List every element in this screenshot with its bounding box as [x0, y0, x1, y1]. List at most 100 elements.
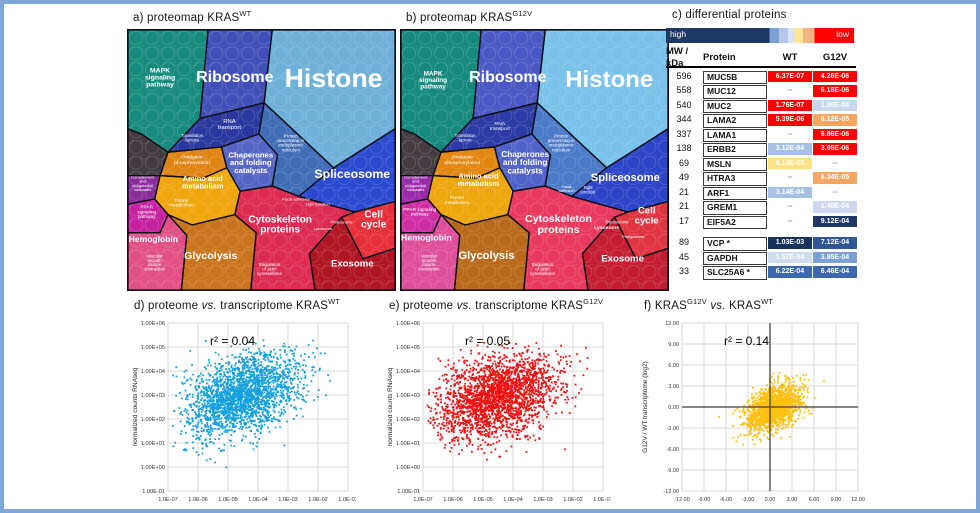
proteomap-g12v-treemap: MAPK signaling pathway Complement and coagula… — [400, 28, 669, 291]
title-part: WT — [239, 9, 252, 18]
map-label-chaperones-folding: Chaperones and folding catalysts — [501, 150, 549, 176]
svg-text:1.00E+01: 1.00E+01 — [396, 441, 420, 447]
cell-wt-pvalue: 6.37E-07 — [768, 70, 812, 82]
cell-wt-pvalue: 6.22E-04 — [768, 266, 812, 278]
title-part: WT — [761, 297, 774, 306]
cell-wt-pvalue: 8.13E-05 — [768, 157, 812, 169]
y-axis-label: normalized counts RNAseq — [132, 367, 139, 446]
map-label-cytoskeleton-proteins: Focal adhesion — [558, 184, 574, 193]
scatter-proteome-transcriptome-wt: 1.0E-07 1.0E-06 1.0E-05 1.0E-04 1.0E-03 1.0E-… — [132, 321, 356, 503]
map-label-glycolysis: Glycolysis — [184, 250, 238, 262]
cell-wt-pvalue: 3.14E-04 — [768, 186, 812, 198]
map-label-cell-cycle: Cell cycle — [361, 209, 387, 230]
map-label-cytoskeleton-proteins: Lysosome — [314, 226, 333, 231]
region-border — [581, 215, 668, 290]
cell-protein: LAMA1 — [703, 128, 767, 142]
svg-text:1.0E-01: 1.0E-01 — [593, 497, 611, 503]
map-label-cytoskeleton-proteins: Lysosome — [594, 225, 619, 231]
map-label-protein-processing-er: Protein processing in endoplasmic reticulum — [278, 133, 305, 152]
y-axis-label: G12V / WT transcriptome (log2) — [642, 361, 649, 453]
map-label-exosome: Exosome — [331, 259, 374, 270]
title-part: G12V — [512, 9, 533, 18]
panel-scatter-g12v-vs-wt: f) KRASG12V vs. KRASWT -12.00 -9.00 -6.00-… — [638, 297, 888, 509]
panel-d-title: d) proteome vs. transcriptome KRASWT — [134, 297, 378, 312]
map-label-chaperones-folding: Chaperones and folding catalysts — [228, 150, 273, 175]
table-row-vcp: 89 VCP * 1.03E-03 7.12E-04 — [666, 237, 857, 251]
y-axis-label: normalized counts RNAseq — [387, 367, 394, 446]
map-label-cytoskeleton-proteins: Focal adhesion — [282, 196, 310, 201]
svg-text:1.0E-01: 1.0E-01 — [338, 497, 356, 503]
map-label-oxidative-phosphorylation: Oxidative phosphorylation — [174, 155, 210, 166]
legend-high-label: high — [670, 29, 687, 39]
title-part: d) proteome — [134, 299, 202, 312]
title-part: KRAS — [729, 299, 762, 312]
svg-text:1.0E-07: 1.0E-07 — [413, 497, 433, 503]
table-row-gapdh: 45 GAPDH 1.57E-04 3.95E-04 — [666, 251, 857, 265]
title-part: vs. — [706, 299, 730, 312]
cell-mw: 21 — [678, 201, 689, 211]
cell-protein: MUC12 — [703, 85, 767, 99]
map-label-cytoskeleton-proteins: Regulation of actin cytoskeleton — [257, 262, 283, 276]
table-row-htra3: 49 HTRA3 -- 6.34E-05 — [666, 172, 857, 186]
panel-proteomap-wt: a) proteomap KRASWT MAPK signaling pathway… — [127, 9, 397, 291]
cell-mw: 89 — [678, 237, 689, 247]
map-label-complement-coagulation: Complement and coagulation cascades — [131, 174, 155, 192]
cell-protein: HTRA3 — [703, 172, 767, 186]
axis-tick-labels: 1.0E-07 1.0E-06 1.0E-05 1.0E-04 1.0E-03 1.0E-… — [396, 321, 611, 503]
map-label-amino-acid-metabolism: Purine metabolism — [445, 195, 470, 206]
map-label-exosome: Peroxisome — [606, 220, 629, 225]
cell-g12v-pvalue: -- — [813, 157, 857, 169]
svg-text:1.0E-03: 1.0E-03 — [278, 497, 298, 503]
cell-mw: 69 — [678, 157, 689, 168]
svg-text:1.00E-01: 1.00E-01 — [397, 489, 420, 495]
cell-g12v-pvalue: 4.26E-06 — [813, 70, 857, 82]
table-row-lama2: 344 LAMA2 5.39E-06 6.12E-05 — [666, 114, 857, 128]
r-squared-annotation: r² = 0.04 — [210, 334, 255, 348]
map-label-cell-cycle: Phagosome — [622, 234, 645, 239]
table-row-lama1: 337 LAMA1 -- 6.86E-06 — [666, 128, 857, 142]
table-row-erbb2: 138 ERBB2 3.12E-04 3.95E-06 — [666, 143, 857, 157]
svg-text:1.00E+06: 1.00E+06 — [141, 321, 165, 327]
table-row-eif5a2: 17 EIF5A2 -- 9.12E-04 — [666, 215, 857, 229]
cell-wt-pvalue: -- — [768, 215, 812, 227]
map-label-ribosome: Ribosome — [196, 69, 274, 86]
cell-mw: 540 — [676, 99, 692, 110]
cell-wt-pvalue: 1.57E-04 — [768, 251, 812, 263]
legend-low-label: low — [836, 29, 849, 39]
cell-wt-pvalue: -- — [768, 201, 812, 213]
svg-text:1.00E+02: 1.00E+02 — [396, 417, 420, 423]
svg-text:1.00E+06: 1.00E+06 — [396, 321, 420, 327]
r-squared-annotation: r² = 0.14 — [724, 334, 769, 348]
cell-wt-pvalue: 3.12E-04 — [768, 143, 812, 155]
map-label-glycolysis: Glycolysis — [458, 250, 514, 262]
table-row-muc12: 558 MUC12 -- 6.18E-06 — [666, 85, 857, 99]
svg-text:1.0E-05: 1.0E-05 — [473, 497, 493, 503]
svg-text:1.00E+04: 1.00E+04 — [396, 369, 420, 375]
map-label-ppar-signaling: PPAR signaling pathway — [403, 207, 436, 218]
svg-text:1.00E+01: 1.00E+01 — [141, 441, 165, 447]
map-label-exosome: Proteasome — [330, 220, 353, 225]
panel-f-title: f) KRASG12V vs. KRASWT — [644, 297, 888, 312]
cell-wt-pvalue: 1.76E-07 — [768, 99, 812, 111]
title-part: transcriptome KRAS — [471, 299, 584, 312]
cell-protein: MUC2 — [703, 99, 767, 113]
map-cell-texture — [401, 29, 668, 290]
svg-text:1.0E-06: 1.0E-06 — [188, 497, 208, 503]
cell-mw: 21 — [678, 186, 689, 197]
region-border — [308, 215, 395, 290]
map-cell-texture — [128, 29, 395, 290]
svg-text:1.0E-06: 1.0E-06 — [443, 497, 463, 503]
map-label-rna-transport: RNA transport — [490, 121, 511, 132]
cell-g12v-pvalue: 9.12E-04 — [813, 215, 857, 227]
cell-protein: SLC25A6 * — [703, 266, 767, 280]
cell-wt-pvalue: -- — [768, 128, 812, 140]
table-header-protein: Protein — [703, 52, 736, 63]
svg-text:1.0E-05: 1.0E-05 — [218, 497, 238, 503]
svg-text:1.0E-02: 1.0E-02 — [308, 497, 328, 503]
table-group-gap — [666, 230, 856, 237]
table-row-slc25a6: 33 SLC25A6 * 6.22E-04 6.46E-04 — [666, 266, 857, 280]
svg-text:1.00E+03: 1.00E+03 — [141, 393, 165, 399]
svg-text:1.0E-04: 1.0E-04 — [248, 497, 268, 503]
cell-mw: 138 — [676, 143, 692, 153]
svg-text:1.00E+03: 1.00E+03 — [396, 393, 420, 399]
